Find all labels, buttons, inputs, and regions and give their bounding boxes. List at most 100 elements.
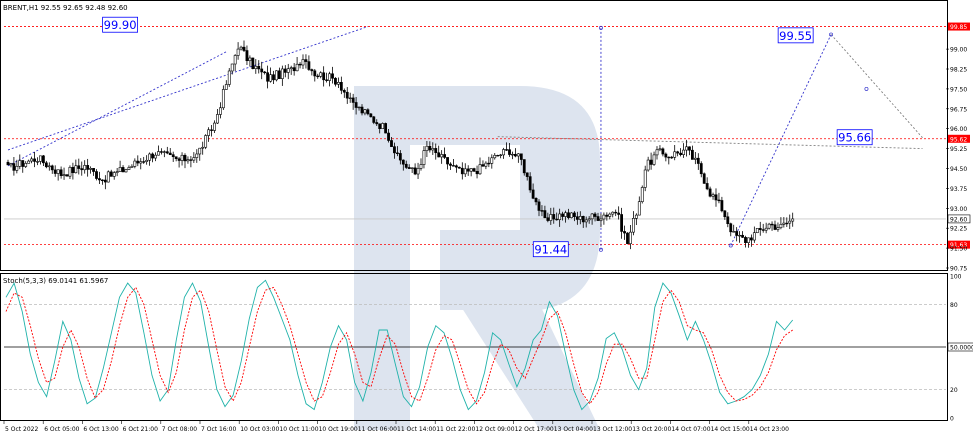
candle xyxy=(53,165,57,177)
price-tag-label: 95.62 xyxy=(950,136,967,143)
candle xyxy=(198,147,202,161)
candle xyxy=(263,70,267,75)
trend-line-1[interactable] xyxy=(7,51,227,167)
candle xyxy=(646,156,650,172)
candle xyxy=(767,222,771,230)
candle xyxy=(286,63,290,80)
candle xyxy=(251,57,255,70)
candle xyxy=(15,159,19,174)
candle xyxy=(425,141,429,158)
candle xyxy=(404,160,408,169)
candle xyxy=(578,211,582,225)
annotation-box-0[interactable] xyxy=(102,16,138,33)
candle xyxy=(304,54,308,69)
candle xyxy=(260,61,264,80)
time-tick-label: 11 Oct 14:00 xyxy=(397,426,436,433)
candle xyxy=(637,196,641,216)
candle xyxy=(785,217,789,227)
price-tick-label: 96.75 xyxy=(950,106,967,113)
trend-line-0[interactable] xyxy=(7,26,369,151)
candle xyxy=(422,146,426,169)
stoch-tick-label: 100 xyxy=(950,274,962,281)
candle xyxy=(472,167,476,172)
candle xyxy=(747,237,750,248)
candle xyxy=(328,71,331,87)
watermark-logo xyxy=(354,86,600,430)
candle xyxy=(180,152,184,166)
candle xyxy=(679,148,683,157)
annotation-box-3[interactable] xyxy=(836,129,873,146)
candle xyxy=(369,113,373,118)
last-price-tag xyxy=(947,214,971,224)
time-tick-label: 11 Oct 22:00 xyxy=(436,426,475,433)
annotation-label-3: 95.66 xyxy=(838,131,871,145)
candle xyxy=(30,156,34,164)
candle xyxy=(567,208,570,220)
price-levels xyxy=(4,26,946,246)
trend-line-4[interactable] xyxy=(730,34,832,246)
candle xyxy=(50,164,54,174)
candle xyxy=(86,158,90,177)
candle xyxy=(277,67,281,79)
candle xyxy=(289,65,293,75)
candle xyxy=(354,96,358,115)
candle xyxy=(375,119,379,126)
candle xyxy=(670,155,674,159)
candle xyxy=(449,162,452,171)
price-annotations[interactable]: 99.90 91.44 99.55 95.66 xyxy=(102,16,873,258)
candle xyxy=(112,171,116,180)
candle xyxy=(711,192,715,200)
trend-lines xyxy=(7,25,923,252)
price-tag-label: 99.85 xyxy=(950,24,967,31)
candle xyxy=(313,68,317,82)
candle xyxy=(522,159,526,176)
time-tick-label: 13 Oct 20:00 xyxy=(632,426,671,433)
price-tick-label: 94.50 xyxy=(950,166,967,173)
annotation-box-1[interactable] xyxy=(532,241,569,258)
candle xyxy=(605,212,609,221)
candle xyxy=(543,205,547,219)
candle xyxy=(266,65,270,89)
candle xyxy=(502,147,506,159)
candle xyxy=(245,45,249,66)
trend-line-5[interactable] xyxy=(830,34,923,139)
candle xyxy=(219,102,222,119)
candle xyxy=(676,150,680,157)
candle xyxy=(106,170,110,183)
candle xyxy=(18,154,22,170)
annotation-box-2[interactable] xyxy=(777,27,814,44)
candle xyxy=(12,157,16,176)
candle xyxy=(6,159,10,166)
time-tick-label: 7 Oct 08:00 xyxy=(162,426,197,433)
candle xyxy=(213,120,216,133)
candle xyxy=(24,161,28,169)
candle xyxy=(705,177,709,191)
candle xyxy=(154,152,157,162)
time-tick-label: 14 Oct 15:00 xyxy=(711,426,750,433)
candle xyxy=(174,156,178,162)
candle xyxy=(115,167,119,177)
trend-line-2[interactable] xyxy=(497,136,923,150)
price-tag-red xyxy=(948,22,970,31)
candle xyxy=(758,221,762,236)
candle xyxy=(413,163,417,176)
candle xyxy=(655,146,659,160)
candle xyxy=(33,151,36,168)
candle xyxy=(549,207,553,225)
candle xyxy=(617,206,621,220)
candle xyxy=(773,220,777,231)
candle xyxy=(496,154,500,157)
price-tick-label: 90.75 xyxy=(950,266,967,273)
stoch-lines xyxy=(5,279,794,411)
candle xyxy=(788,214,792,230)
candle xyxy=(216,108,219,124)
candle xyxy=(513,148,517,158)
candle xyxy=(272,70,275,85)
candle xyxy=(558,208,562,227)
candle xyxy=(9,162,13,168)
candle xyxy=(201,141,205,155)
stoch-axis: 100 80 50.0000 20 0 xyxy=(947,274,973,423)
candle xyxy=(723,210,727,220)
candle xyxy=(791,212,795,227)
